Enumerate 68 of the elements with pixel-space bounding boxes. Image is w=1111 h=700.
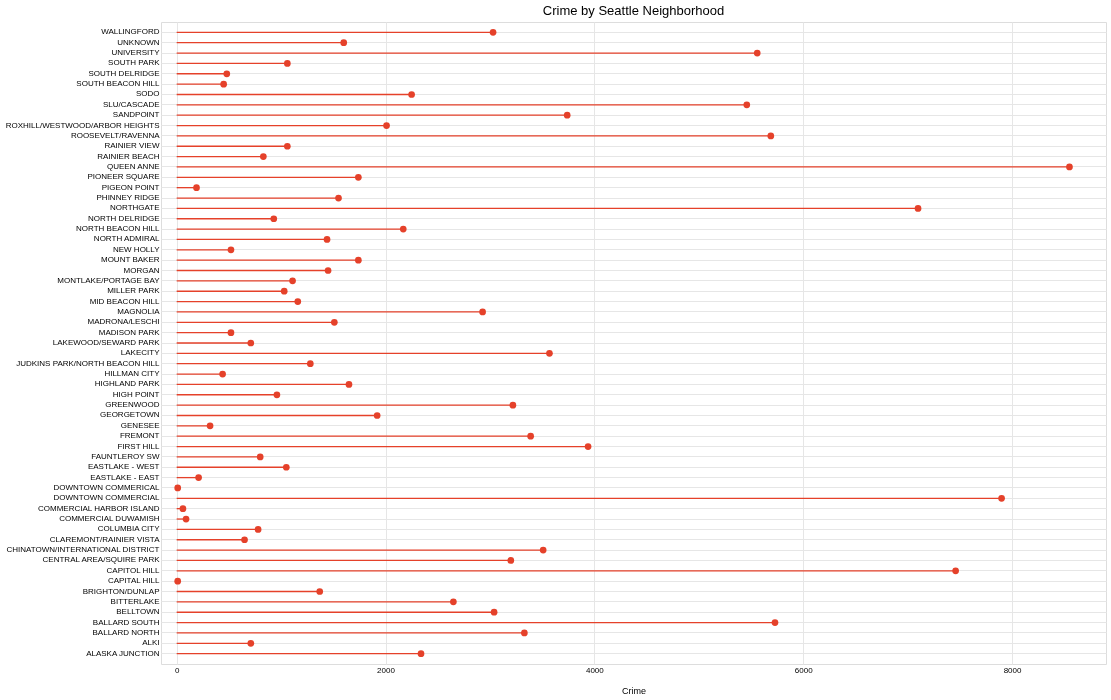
y-tick-label: MADRONA/LESCHI	[87, 317, 160, 327]
y-tick-label: MADISON PARK	[98, 327, 161, 337]
y-tick-label: ROXHILL/WESTWOOD/ARBOR HEIGHTS	[5, 120, 160, 130]
x-tick-label: 0	[174, 665, 180, 675]
y-tick-label: DOWNTOWN COMMERICAL	[53, 482, 161, 492]
y-tick-label: NORTH BEACON HILL	[76, 224, 161, 234]
y-tick-label: COMMERCIAL DUWAMISH	[59, 514, 160, 524]
y-tick-label: PHINNEY RIDGE	[96, 193, 160, 203]
y-tick-label: MOUNT BAKER	[100, 255, 160, 265]
y-tick-label: MID BEACON HILL	[89, 296, 161, 306]
y-tick-label: COLUMBIA CITY	[97, 524, 161, 534]
y-tick-label: SOUTH PARK	[108, 58, 161, 68]
y-tick-label: FREMONT	[119, 431, 160, 441]
y-tick-label: MILLER PARK	[107, 286, 161, 296]
y-tick-label: NORTH ADMIRAL	[93, 234, 161, 244]
y-tick-label: LAKEWOOD/SEWARD PARK	[52, 338, 161, 347]
y-tick-label: CAPITAL HILL	[107, 576, 161, 586]
x-tick-label: 8000	[1003, 665, 1022, 675]
y-tick-label: HIGH POINT	[112, 389, 160, 399]
y-tick-label: FIRST HILL	[117, 441, 161, 451]
y-tick-label: NORTHGATE	[110, 203, 160, 213]
y-tick-label: BALLARD SOUTH	[92, 617, 160, 627]
x-tick-label: 6000	[794, 665, 814, 675]
y-tick-label: BRIGHTON/DUNLAP	[82, 586, 160, 596]
y-tick-label: ROOSEVELT/RAVENNA	[70, 130, 161, 140]
y-tick-label: MORGAN	[123, 265, 160, 275]
y-tick-label: MAGNOLIA	[117, 306, 161, 316]
x-axis-title: Crime	[622, 685, 646, 696]
chart-title: Crime by Seattle Neighborhood	[542, 3, 725, 18]
x-tick-label: 4000	[585, 665, 605, 675]
y-tick-label: QUEEN ANNE	[107, 161, 160, 171]
y-tick-label: CLAREMONT/RAINIER VISTA	[49, 534, 161, 544]
y-tick-label: NORTH DELRIDGE	[88, 213, 160, 223]
y-tick-label: ALKI	[142, 638, 160, 648]
y-tick-label: SANDPOINT	[112, 110, 160, 120]
y-tick-label: JUDKINS PARK/NORTH BEACON HILL	[16, 358, 161, 368]
y-tick-label: SOUTH BEACON HILL	[76, 79, 161, 89]
y-tick-label: UNKNOWN	[117, 37, 160, 47]
y-tick-label: UNIVERSITY	[111, 48, 161, 58]
y-tick-label: SOUTH DELRIDGE	[88, 68, 160, 78]
y-tick-label: MONTLAKE/PORTAGE BAY	[57, 275, 161, 285]
y-tick-label: DOWNTOWN COMMERCIAL	[53, 493, 161, 503]
y-tick-label: CAPITOL HILL	[106, 565, 161, 575]
y-tick-label: EASTLAKE - EAST	[90, 472, 160, 482]
y-tick-label: LAKECITY	[120, 348, 161, 358]
y-tick-label: GEORGETOWN	[100, 410, 160, 420]
x-tick-label: 2000	[377, 665, 396, 675]
y-tick-label: RAINIER VIEW	[104, 141, 160, 151]
y-tick-label: SLU/CASCADE	[103, 99, 160, 109]
y-tick-label: HIGHLAND PARK	[94, 379, 161, 389]
y-tick-label: WALLINGFORD	[101, 27, 160, 37]
y-tick-label: PIONEER SQUARE	[87, 172, 160, 182]
y-tick-label: ALASKA JUNCTION	[86, 648, 160, 658]
y-tick-label: SODO	[135, 89, 160, 99]
y-tick-label: CHINATOWN/INTERNATIONAL DISTRICT	[6, 545, 160, 555]
y-tick-label: PIGEON POINT	[101, 182, 160, 192]
y-tick-label: RAINIER BEACH	[97, 151, 160, 161]
y-tick-label: EASTLAKE - WEST	[87, 462, 160, 472]
y-tick-label: HILLMAN CITY	[104, 369, 161, 379]
y-tick-label: BITTERLAKE	[110, 596, 160, 606]
y-tick-label: BALLARD NORTH	[92, 627, 160, 637]
y-tick-label: CENTRAL AREA/SQUIRE PARK	[42, 555, 161, 565]
y-tick-label: GREENWOOD	[105, 400, 160, 410]
y-tick-label: NEW HOLLY	[112, 244, 161, 254]
y-tick-label: BELLTOWN	[116, 607, 160, 617]
y-tick-label: FAUNTLEROY SW	[91, 451, 160, 461]
y-tick-label: GENESEE	[120, 420, 160, 430]
y-tick-label: COMMERCIAL HARBOR ISLAND	[38, 503, 160, 513]
